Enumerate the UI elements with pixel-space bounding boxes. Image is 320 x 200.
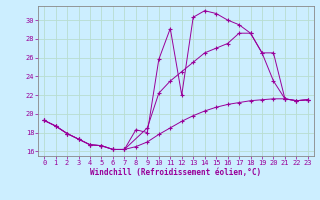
X-axis label: Windchill (Refroidissement éolien,°C): Windchill (Refroidissement éolien,°C) [91, 168, 261, 177]
